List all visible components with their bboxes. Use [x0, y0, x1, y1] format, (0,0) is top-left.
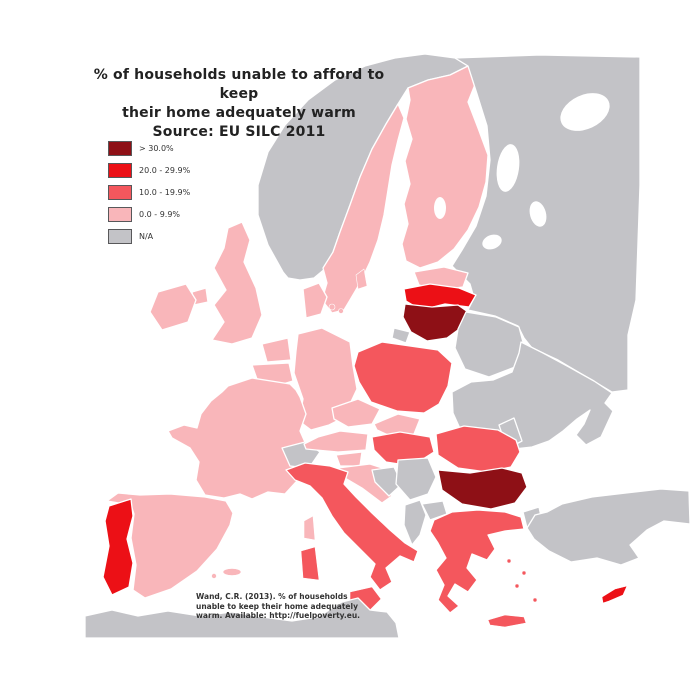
island-corsica	[303, 515, 316, 541]
country-romania	[435, 425, 521, 473]
title-line-2: their home adequately warm	[122, 105, 356, 121]
country-albania	[403, 499, 427, 546]
legend-row-gt30: > 30.0%	[108, 141, 190, 156]
citation: Wand, C.R. (2013). % of households unabl…	[196, 592, 360, 621]
legend-swatch-gt30	[108, 141, 132, 156]
finnish-lake-2	[434, 197, 446, 219]
country-serbia	[395, 457, 437, 501]
country-slovakia	[373, 413, 421, 436]
country-denmark	[302, 282, 328, 319]
title-line-1: % of households unable to afford to keep	[93, 67, 385, 102]
island-crete	[487, 614, 527, 628]
lake-ladoga	[529, 201, 547, 227]
legend-swatch-0-9	[108, 207, 132, 222]
north-africa-coast	[84, 597, 400, 639]
country-belarus	[454, 311, 525, 378]
island-sardinia	[300, 546, 320, 581]
balearic-island	[211, 573, 217, 579]
legend-label-0-9: 0.0 - 9.9%	[139, 210, 181, 219]
title-line-3: Source: EU SILC 2011	[152, 124, 326, 140]
citation-line-1: Wand, C.R. (2013). % of households	[196, 592, 348, 601]
legend-row-20-29: 20.0 - 29.9%	[108, 163, 190, 178]
country-bulgaria	[437, 467, 528, 510]
country-sweden	[321, 103, 405, 314]
country-greece	[429, 509, 525, 614]
country-poland	[353, 341, 453, 414]
legend: > 30.0% 20.0 - 29.9% 10.0 - 19.9% 0.0 - …	[108, 141, 190, 251]
legend-label-na: N/A	[139, 232, 154, 241]
balearic-islands	[222, 568, 242, 576]
white-sea	[560, 93, 610, 131]
danish-island	[328, 303, 336, 311]
country-ireland	[149, 283, 197, 331]
country-slovenia	[335, 451, 363, 467]
legend-swatch-na	[108, 229, 132, 244]
country-kaliningrad	[391, 327, 411, 344]
greek-island	[521, 570, 527, 576]
island-gotland	[355, 268, 368, 290]
citation-line-2: unable to keep their home adequately	[196, 601, 358, 611]
country-bosnia	[371, 466, 403, 497]
legend-label-gt30: > 30.0%	[139, 144, 174, 153]
country-turkey	[526, 488, 691, 566]
danish-island	[338, 308, 344, 314]
country-spain	[106, 492, 234, 599]
country-latvia	[403, 283, 477, 311]
greek-island	[506, 558, 512, 564]
country-austria	[303, 430, 369, 453]
country-lithuania	[402, 303, 469, 342]
citation-line-3: warm. Available: http://fuelpoverty.eu.	[196, 611, 361, 620]
greek-island	[532, 597, 538, 603]
country-france	[167, 377, 309, 500]
legend-swatch-20-29	[108, 163, 132, 178]
legend-row-0-9: 0.0 - 9.9%	[108, 207, 190, 222]
legend-swatch-10-19	[108, 185, 132, 200]
legend-label-20-29: 20.0 - 29.9%	[139, 166, 191, 175]
country-netherlands	[261, 337, 292, 363]
country-italy	[285, 462, 419, 591]
country-uk	[211, 221, 263, 345]
greek-island	[514, 583, 520, 589]
island-cyprus	[601, 585, 628, 604]
legend-label-10-19: 10.0 - 19.9%	[139, 188, 191, 197]
map-title: % of households unable to afford to keep…	[78, 66, 400, 142]
country-czech-republic	[331, 398, 381, 428]
lake-onega	[496, 144, 520, 192]
legend-row-na: N/A	[108, 229, 190, 244]
legend-row-10-19: 10.0 - 19.9%	[108, 185, 190, 200]
finnish-lake	[482, 234, 502, 250]
country-portugal	[102, 498, 134, 596]
country-finland	[401, 65, 489, 269]
